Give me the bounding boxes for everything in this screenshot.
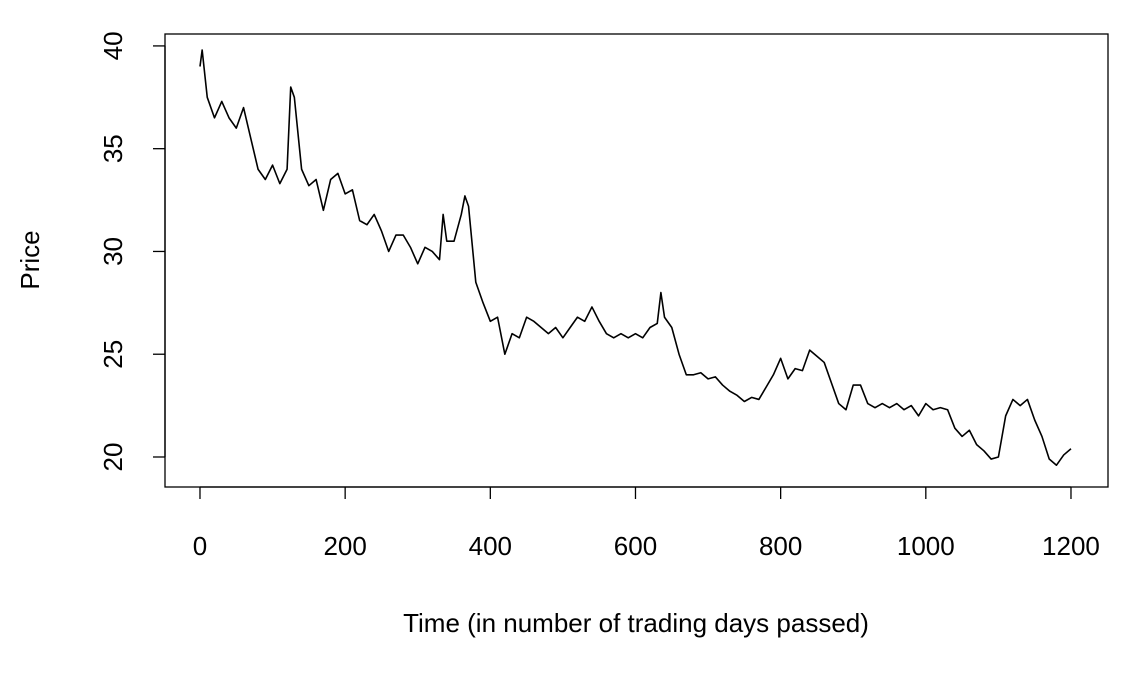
x-tick-label: 1000: [897, 531, 955, 561]
y-tick-label: 35: [98, 134, 128, 163]
plot-box: [164, 33, 1109, 488]
x-tick-label: 200: [323, 531, 366, 561]
y-tick-label: 30: [98, 237, 128, 266]
x-axis-label: Time (in number of trading days passed): [403, 608, 869, 638]
y-tick-label: 25: [98, 340, 128, 369]
y-tick-label: 20: [98, 443, 128, 472]
y-axis-label: Price: [15, 230, 45, 289]
x-tick-label: 600: [614, 531, 657, 561]
x-tick-label: 400: [469, 531, 512, 561]
y-tick-label: 40: [98, 31, 128, 60]
price-line: [199, 49, 1072, 467]
x-tick-label: 1200: [1042, 531, 1100, 561]
x-tick-label: 0: [193, 531, 207, 561]
x-tick-label: 800: [759, 531, 802, 561]
